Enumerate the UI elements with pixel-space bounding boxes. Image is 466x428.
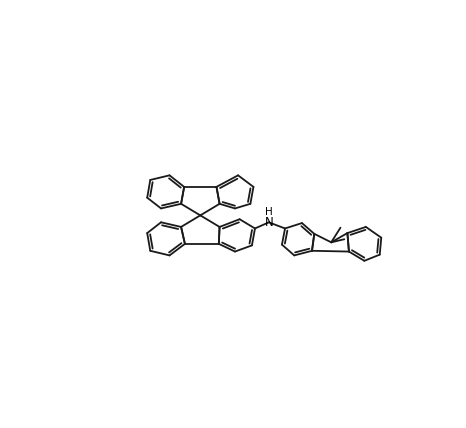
- Text: N: N: [265, 216, 273, 229]
- Text: H: H: [265, 207, 273, 217]
